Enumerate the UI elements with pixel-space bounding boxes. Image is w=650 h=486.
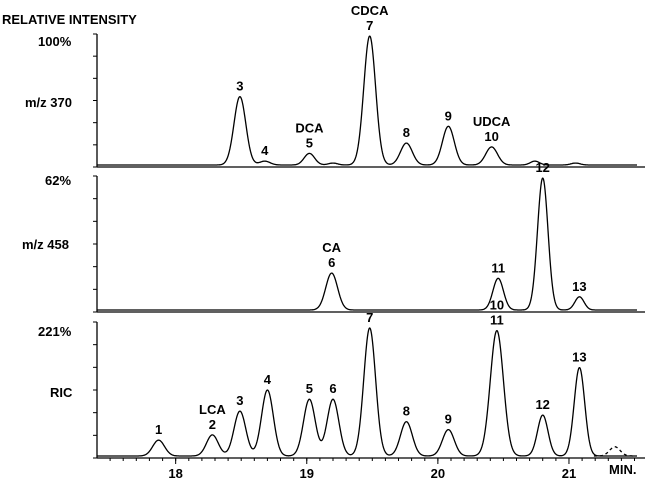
peak-label: 9 xyxy=(445,412,452,427)
peak-label: 10 xyxy=(490,298,504,313)
peak-label: DCA xyxy=(295,120,324,135)
peak-label: 5 xyxy=(306,135,313,150)
peak-label: 6 xyxy=(329,381,336,396)
peak-label: 11 xyxy=(490,313,504,328)
panel-3-scale-label: 221% xyxy=(38,324,72,339)
peak-label: 13 xyxy=(572,279,586,294)
x-axis: 18 19 20 21 xyxy=(109,458,635,481)
peak-label: 12 xyxy=(535,160,549,175)
panel-3-dashed-peak xyxy=(593,446,636,457)
panel-2-trace xyxy=(96,177,638,311)
panel-2-scale-label: 62% xyxy=(45,173,71,188)
peak-label: CDCA xyxy=(351,3,389,18)
peak-label: 10 xyxy=(484,129,498,144)
x-axis-tick-label: 19 xyxy=(300,466,314,481)
panel-1-trace xyxy=(96,35,638,166)
panel-1-channel-label: m/z 370 xyxy=(25,95,72,110)
peak-label: LCA xyxy=(199,402,226,417)
peak-label: 7 xyxy=(366,18,373,33)
panel-2-channel-label: m/z 458 xyxy=(22,237,69,252)
panel-m-z-458: CA6 11 12 13 xyxy=(93,160,645,313)
peak-label: 7 xyxy=(366,310,373,325)
peak-label: UDCA xyxy=(473,114,511,129)
peak-label: 4 xyxy=(261,143,269,158)
peak-label: 5 xyxy=(306,381,313,396)
peak-label: 12 xyxy=(535,397,549,412)
peak-label: 11 xyxy=(491,260,505,275)
peak-label: 1 xyxy=(155,422,162,437)
peak-label: 4 xyxy=(264,372,272,387)
panel-3-channel-label: RIC xyxy=(50,385,73,400)
panel-1-scale-label: 100% xyxy=(38,34,72,49)
x-axis-tick-label: 21 xyxy=(562,466,576,481)
peak-label: 8 xyxy=(403,125,410,140)
peak-label: 6 xyxy=(328,255,335,270)
y-axis-header: RELATIVE INTENSITY xyxy=(2,12,137,27)
peak-label: 13 xyxy=(572,350,586,365)
peak-label: CA xyxy=(322,240,341,255)
peak-label: 2 xyxy=(209,417,216,432)
panel-3-trace xyxy=(96,327,638,457)
peak-label: 3 xyxy=(236,79,243,94)
peak-label: 9 xyxy=(445,108,452,123)
x-axis-unit-label: MIN. xyxy=(609,462,636,477)
x-axis-tick-label: 20 xyxy=(431,466,445,481)
peak-label: 3 xyxy=(236,393,243,408)
x-axis-tick-label: 18 xyxy=(168,466,182,481)
peak-label: 8 xyxy=(403,404,410,419)
